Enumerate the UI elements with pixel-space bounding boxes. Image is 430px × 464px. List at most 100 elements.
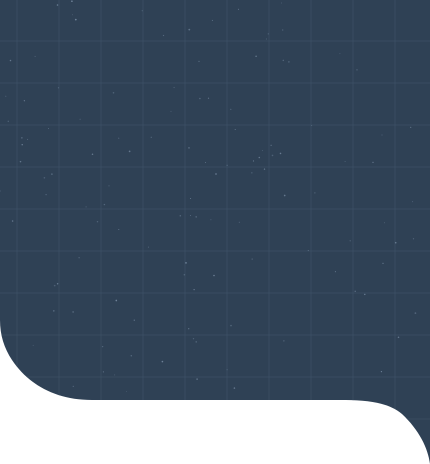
star-speck [103, 203, 106, 206]
star-speck [190, 214, 191, 216]
star-speck [339, 53, 341, 55]
star-speck [238, 221, 240, 223]
star-speck [195, 341, 197, 343]
star-speck [384, 222, 385, 224]
star-speck [282, 59, 285, 62]
star-speck [101, 345, 104, 348]
star-speck [234, 128, 236, 131]
star-speck [279, 152, 282, 155]
star-speck [79, 118, 81, 120]
star-speck [52, 310, 55, 312]
star-speck [56, 4, 59, 6]
star-speck [190, 198, 192, 199]
star-speck [380, 370, 383, 373]
star-speck [271, 154, 274, 157]
star-speck [91, 153, 94, 156]
star-speck [27, 138, 29, 140]
star-speck [126, 390, 128, 392]
star-speck [5, 95, 7, 97]
star-speck [170, 110, 172, 112]
star-speck [141, 10, 143, 12]
star-speck [108, 185, 110, 187]
star-speck [130, 355, 133, 357]
star-speck [261, 150, 263, 152]
star-speck [115, 299, 118, 302]
star-speck [199, 97, 201, 100]
star-speck [196, 378, 198, 380]
star-speck [48, 128, 49, 130]
star-speck [188, 328, 190, 330]
star-speck [118, 228, 120, 231]
star-speck [128, 150, 131, 153]
star-speck [226, 164, 228, 166]
star-speck [57, 87, 60, 89]
star-speck [188, 28, 191, 31]
star-speck [251, 258, 253, 260]
star-speck [9, 59, 12, 62]
star-speck [207, 97, 210, 99]
star-speck [280, 2, 282, 4]
star-speck [72, 311, 74, 313]
star-speck [34, 55, 36, 57]
star-speck [179, 214, 182, 217]
star-speck [237, 8, 240, 10]
star-speck [198, 60, 200, 63]
star-speck [344, 161, 346, 162]
star-speck [354, 290, 356, 292]
star-speck [412, 238, 415, 240]
star-speck [211, 19, 213, 21]
star-speck [364, 293, 366, 296]
star-speck [23, 100, 26, 102]
star-speck [74, 18, 77, 21]
star-specks [0, 0, 417, 392]
star-speck [311, 124, 313, 126]
star-speck [233, 387, 236, 389]
star-speck [133, 319, 135, 321]
star-speck [215, 173, 217, 175]
star-speck [226, 369, 228, 371]
star-speck [263, 168, 266, 170]
star-speck [251, 172, 253, 174]
star-speck [102, 371, 104, 373]
star-speck [230, 324, 232, 327]
star-speck [213, 274, 215, 277]
star-speck [258, 156, 261, 159]
star-speck [21, 137, 23, 139]
star-speck [53, 284, 56, 287]
star-speck [397, 336, 400, 339]
star-speck [381, 134, 383, 136]
star-speck [150, 136, 152, 138]
star-speck [72, 385, 74, 388]
star-speck [267, 33, 269, 35]
star-speck [205, 162, 207, 163]
star-speck [173, 86, 175, 89]
star-speck [118, 137, 120, 139]
star-speck [255, 55, 257, 57]
star-speck [252, 160, 255, 162]
star-speck [21, 144, 23, 146]
star-speck [0, 190, 1, 192]
star-speck [192, 338, 195, 340]
star-speck [183, 273, 186, 276]
star-speck [96, 220, 99, 223]
star-speck [283, 340, 285, 342]
star-speck [7, 120, 10, 123]
star-speck [410, 126, 412, 129]
star-speck [147, 246, 149, 248]
star-speck [282, 29, 284, 31]
star-speck [185, 262, 187, 264]
star-speck [414, 312, 417, 314]
star-speck [270, 144, 272, 146]
star-speck [72, 14, 73, 16]
star-speck [51, 173, 53, 175]
star-speck [382, 262, 384, 265]
star-speck [394, 241, 397, 244]
star-speck [11, 220, 14, 222]
star-speck [210, 219, 212, 221]
star-speck [43, 177, 46, 179]
star-speck [193, 289, 195, 291]
